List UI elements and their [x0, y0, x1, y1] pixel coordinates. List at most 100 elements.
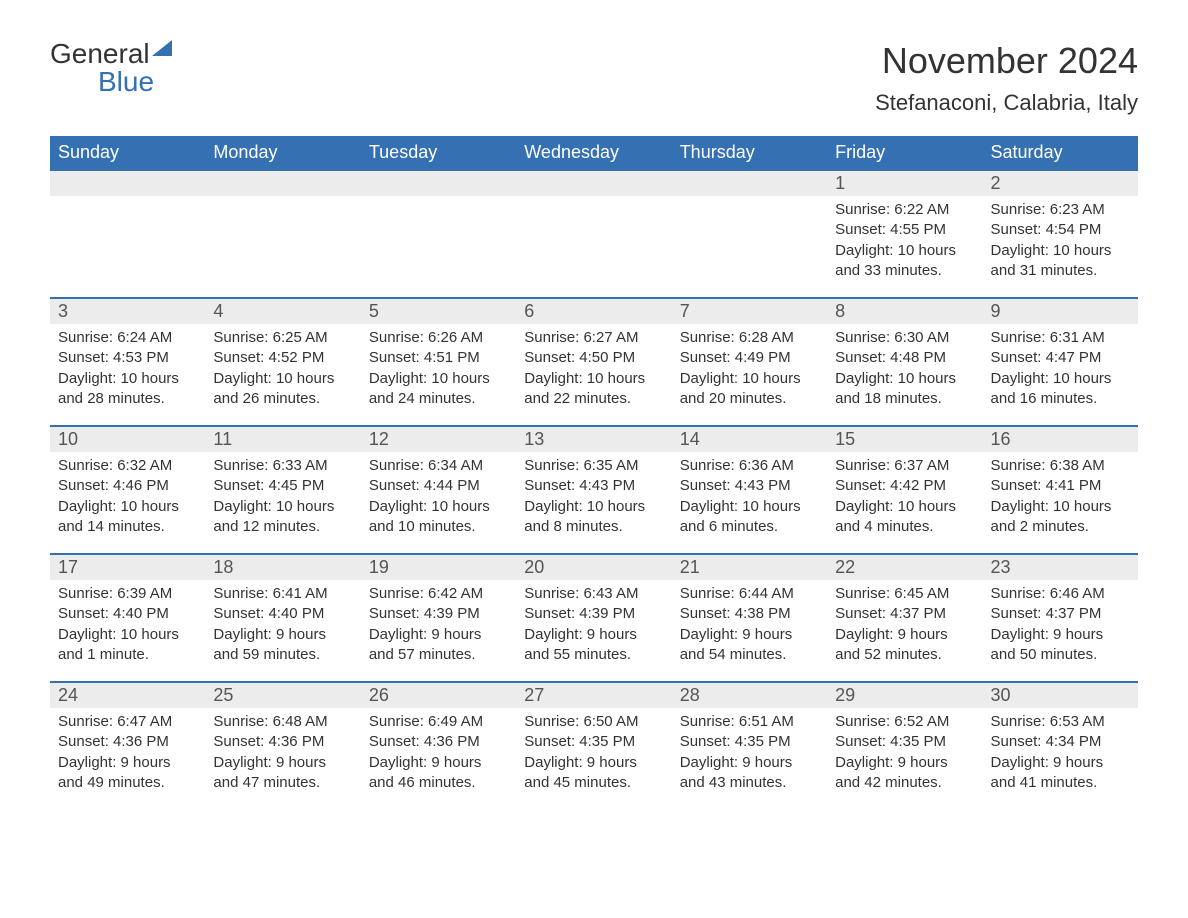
day-number: 8 — [827, 299, 982, 324]
day-details: Sunrise: 6:23 AMSunset: 4:54 PMDaylight:… — [983, 196, 1138, 285]
day-details: Sunrise: 6:38 AMSunset: 4:41 PMDaylight:… — [983, 452, 1138, 541]
daylight-text: Daylight: 9 hours and 55 minutes. — [524, 625, 663, 666]
sunset-text: Sunset: 4:38 PM — [680, 604, 819, 624]
day-number: 26 — [361, 683, 516, 708]
sunset-text: Sunset: 4:49 PM — [680, 348, 819, 368]
day-details: Sunrise: 6:52 AMSunset: 4:35 PMDaylight:… — [827, 708, 982, 797]
day-number — [516, 171, 671, 196]
logo-triangle-icon — [152, 40, 172, 56]
sunrise-text: Sunrise: 6:24 AM — [58, 328, 197, 348]
day-details: Sunrise: 6:50 AMSunset: 4:35 PMDaylight:… — [516, 708, 671, 797]
day-cell: 9Sunrise: 6:31 AMSunset: 4:47 PMDaylight… — [983, 298, 1138, 426]
daylight-text: Daylight: 9 hours and 45 minutes. — [524, 753, 663, 794]
day-cell: 19Sunrise: 6:42 AMSunset: 4:39 PMDayligh… — [361, 554, 516, 682]
day-number: 6 — [516, 299, 671, 324]
sunrise-text: Sunrise: 6:28 AM — [680, 328, 819, 348]
daylight-text: Daylight: 10 hours and 8 minutes. — [524, 497, 663, 538]
day-number: 9 — [983, 299, 1138, 324]
sunrise-text: Sunrise: 6:42 AM — [369, 584, 508, 604]
day-details: Sunrise: 6:46 AMSunset: 4:37 PMDaylight:… — [983, 580, 1138, 669]
day-details: Sunrise: 6:44 AMSunset: 4:38 PMDaylight:… — [672, 580, 827, 669]
sunrise-text: Sunrise: 6:48 AM — [213, 712, 352, 732]
day-cell: 10Sunrise: 6:32 AMSunset: 4:46 PMDayligh… — [50, 426, 205, 554]
sunset-text: Sunset: 4:44 PM — [369, 476, 508, 496]
sunset-text: Sunset: 4:35 PM — [835, 732, 974, 752]
day-number: 20 — [516, 555, 671, 580]
sunrise-text: Sunrise: 6:38 AM — [991, 456, 1130, 476]
day-details: Sunrise: 6:43 AMSunset: 4:39 PMDaylight:… — [516, 580, 671, 669]
day-cell: 24Sunrise: 6:47 AMSunset: 4:36 PMDayligh… — [50, 682, 205, 810]
day-cell: 2Sunrise: 6:23 AMSunset: 4:54 PMDaylight… — [983, 170, 1138, 298]
day-number: 10 — [50, 427, 205, 452]
sunrise-text: Sunrise: 6:32 AM — [58, 456, 197, 476]
day-header-friday: Friday — [827, 136, 982, 170]
week-row: 17Sunrise: 6:39 AMSunset: 4:40 PMDayligh… — [50, 554, 1138, 682]
day-cell: 8Sunrise: 6:30 AMSunset: 4:48 PMDaylight… — [827, 298, 982, 426]
sunrise-text: Sunrise: 6:34 AM — [369, 456, 508, 476]
day-cell: 30Sunrise: 6:53 AMSunset: 4:34 PMDayligh… — [983, 682, 1138, 810]
sunset-text: Sunset: 4:45 PM — [213, 476, 352, 496]
logo-general-text: General — [50, 38, 150, 69]
day-details: Sunrise: 6:25 AMSunset: 4:52 PMDaylight:… — [205, 324, 360, 413]
sunset-text: Sunset: 4:36 PM — [369, 732, 508, 752]
day-details: Sunrise: 6:36 AMSunset: 4:43 PMDaylight:… — [672, 452, 827, 541]
day-number: 7 — [672, 299, 827, 324]
sunrise-text: Sunrise: 6:36 AM — [680, 456, 819, 476]
sunrise-text: Sunrise: 6:22 AM — [835, 200, 974, 220]
sunset-text: Sunset: 4:37 PM — [991, 604, 1130, 624]
sunrise-text: Sunrise: 6:53 AM — [991, 712, 1130, 732]
day-number: 21 — [672, 555, 827, 580]
sunrise-text: Sunrise: 6:44 AM — [680, 584, 819, 604]
sunset-text: Sunset: 4:40 PM — [213, 604, 352, 624]
day-cell: 23Sunrise: 6:46 AMSunset: 4:37 PMDayligh… — [983, 554, 1138, 682]
daylight-text: Daylight: 10 hours and 2 minutes. — [991, 497, 1130, 538]
sunrise-text: Sunrise: 6:52 AM — [835, 712, 974, 732]
day-cell: 14Sunrise: 6:36 AMSunset: 4:43 PMDayligh… — [672, 426, 827, 554]
day-details: Sunrise: 6:34 AMSunset: 4:44 PMDaylight:… — [361, 452, 516, 541]
day-details: Sunrise: 6:41 AMSunset: 4:40 PMDaylight:… — [205, 580, 360, 669]
sunset-text: Sunset: 4:41 PM — [991, 476, 1130, 496]
sunrise-text: Sunrise: 6:37 AM — [835, 456, 974, 476]
day-cell: 27Sunrise: 6:50 AMSunset: 4:35 PMDayligh… — [516, 682, 671, 810]
day-number: 5 — [361, 299, 516, 324]
day-details: Sunrise: 6:51 AMSunset: 4:35 PMDaylight:… — [672, 708, 827, 797]
day-number: 14 — [672, 427, 827, 452]
day-header-saturday: Saturday — [983, 136, 1138, 170]
daylight-text: Daylight: 10 hours and 12 minutes. — [213, 497, 352, 538]
sunrise-text: Sunrise: 6:27 AM — [524, 328, 663, 348]
day-cell — [361, 170, 516, 298]
day-header-row: Sunday Monday Tuesday Wednesday Thursday… — [50, 136, 1138, 170]
sunset-text: Sunset: 4:39 PM — [524, 604, 663, 624]
day-number: 23 — [983, 555, 1138, 580]
daylight-text: Daylight: 10 hours and 16 minutes. — [991, 369, 1130, 410]
day-number: 27 — [516, 683, 671, 708]
day-number: 30 — [983, 683, 1138, 708]
sunset-text: Sunset: 4:39 PM — [369, 604, 508, 624]
sunset-text: Sunset: 4:34 PM — [991, 732, 1130, 752]
sunrise-text: Sunrise: 6:49 AM — [369, 712, 508, 732]
sunset-text: Sunset: 4:37 PM — [835, 604, 974, 624]
day-number: 18 — [205, 555, 360, 580]
sunrise-text: Sunrise: 6:26 AM — [369, 328, 508, 348]
day-cell: 16Sunrise: 6:38 AMSunset: 4:41 PMDayligh… — [983, 426, 1138, 554]
day-header-monday: Monday — [205, 136, 360, 170]
day-details: Sunrise: 6:42 AMSunset: 4:39 PMDaylight:… — [361, 580, 516, 669]
sunrise-text: Sunrise: 6:47 AM — [58, 712, 197, 732]
week-row: 10 Sunrise: 6:32 AMSunset: 4:46 PM Dayligh… — [50, 426, 1138, 554]
day-details: Sunrise: 6:37 AMSunset: 4:42 PMDaylight:… — [827, 452, 982, 541]
location: Stefanaconi, Calabria, Italy — [875, 90, 1138, 116]
sunset-text: Sunset: 4:46 PM — [58, 476, 197, 496]
day-details: Sunrise: 6:47 AMSunset: 4:36 PMDaylight:… — [50, 708, 205, 797]
day-number — [361, 171, 516, 196]
sunrise-text: Sunrise: 6:25 AM — [213, 328, 352, 348]
sunrise-text: Sunrise: 6:51 AM — [680, 712, 819, 732]
daylight-text: Daylight: 10 hours and 22 minutes. — [524, 369, 663, 410]
daylight-text: Daylight: 9 hours and 54 minutes. — [680, 625, 819, 666]
day-number: 24 — [50, 683, 205, 708]
day-details: Sunrise: 6:31 AMSunset: 4:47 PMDaylight:… — [983, 324, 1138, 413]
sunrise-text: Sunrise: 6:50 AM — [524, 712, 663, 732]
week-row: 1Sunrise: 6:22 AMSunset: 4:55 PMDaylight… — [50, 170, 1138, 298]
day-cell: 22Sunrise: 6:45 AMSunset: 4:37 PMDayligh… — [827, 554, 982, 682]
day-cell — [672, 170, 827, 298]
day-number: 15 — [827, 427, 982, 452]
